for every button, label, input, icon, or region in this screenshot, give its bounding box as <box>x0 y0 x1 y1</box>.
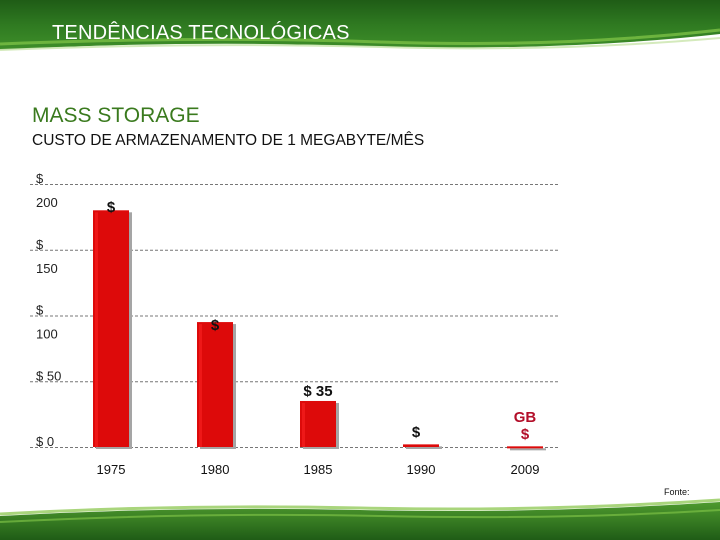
bar-chart: $200 $ 150 $ 100 $ 50 $ 0 $ $ $ 35 $ GB $ 1975 1980 198… <box>30 171 558 477</box>
bar-data-label: $ 35 <box>303 383 332 400</box>
bar-highlight <box>302 402 305 447</box>
bar-data-label: $ <box>107 199 116 216</box>
x-tick-label: 1985 <box>304 462 333 477</box>
source-label: Fonte: <box>664 487 690 497</box>
bar <box>403 444 439 447</box>
y-tick-label: $150 <box>36 237 58 276</box>
header-band <box>0 0 720 51</box>
bar <box>507 446 543 449</box>
bar-shadow <box>406 446 442 449</box>
bar-highlight <box>199 324 202 447</box>
x-tick-label: 1990 <box>407 462 436 477</box>
bar-data-label: $ <box>412 424 421 441</box>
y-tick-label: $100 <box>36 303 58 342</box>
x-tick-label: 1975 <box>97 462 126 477</box>
y-tick-label: $200 <box>36 171 58 210</box>
x-tick-label: 1980 <box>201 462 230 477</box>
footer-band <box>0 498 720 540</box>
x-tick-label: 2009 <box>511 462 540 477</box>
bar-data-label: $ <box>211 317 220 334</box>
chart-title: CUSTO DE ARMAZENAMENTO DE 1 MEGABYTE/MÊS <box>32 132 425 149</box>
y-tick-label: $ 0 <box>36 434 54 449</box>
header-title: TENDÊNCIAS TECNOLÓGICAS <box>52 22 350 44</box>
section-title: MASS STORAGE <box>32 104 200 127</box>
bar <box>300 400 336 447</box>
bar-shadow <box>510 448 546 451</box>
bar <box>93 210 129 447</box>
y-tick-label: $ 50 <box>36 368 61 383</box>
bar <box>197 322 233 447</box>
bar-data-label: GB $ <box>514 409 537 443</box>
bar-highlight <box>95 212 98 447</box>
